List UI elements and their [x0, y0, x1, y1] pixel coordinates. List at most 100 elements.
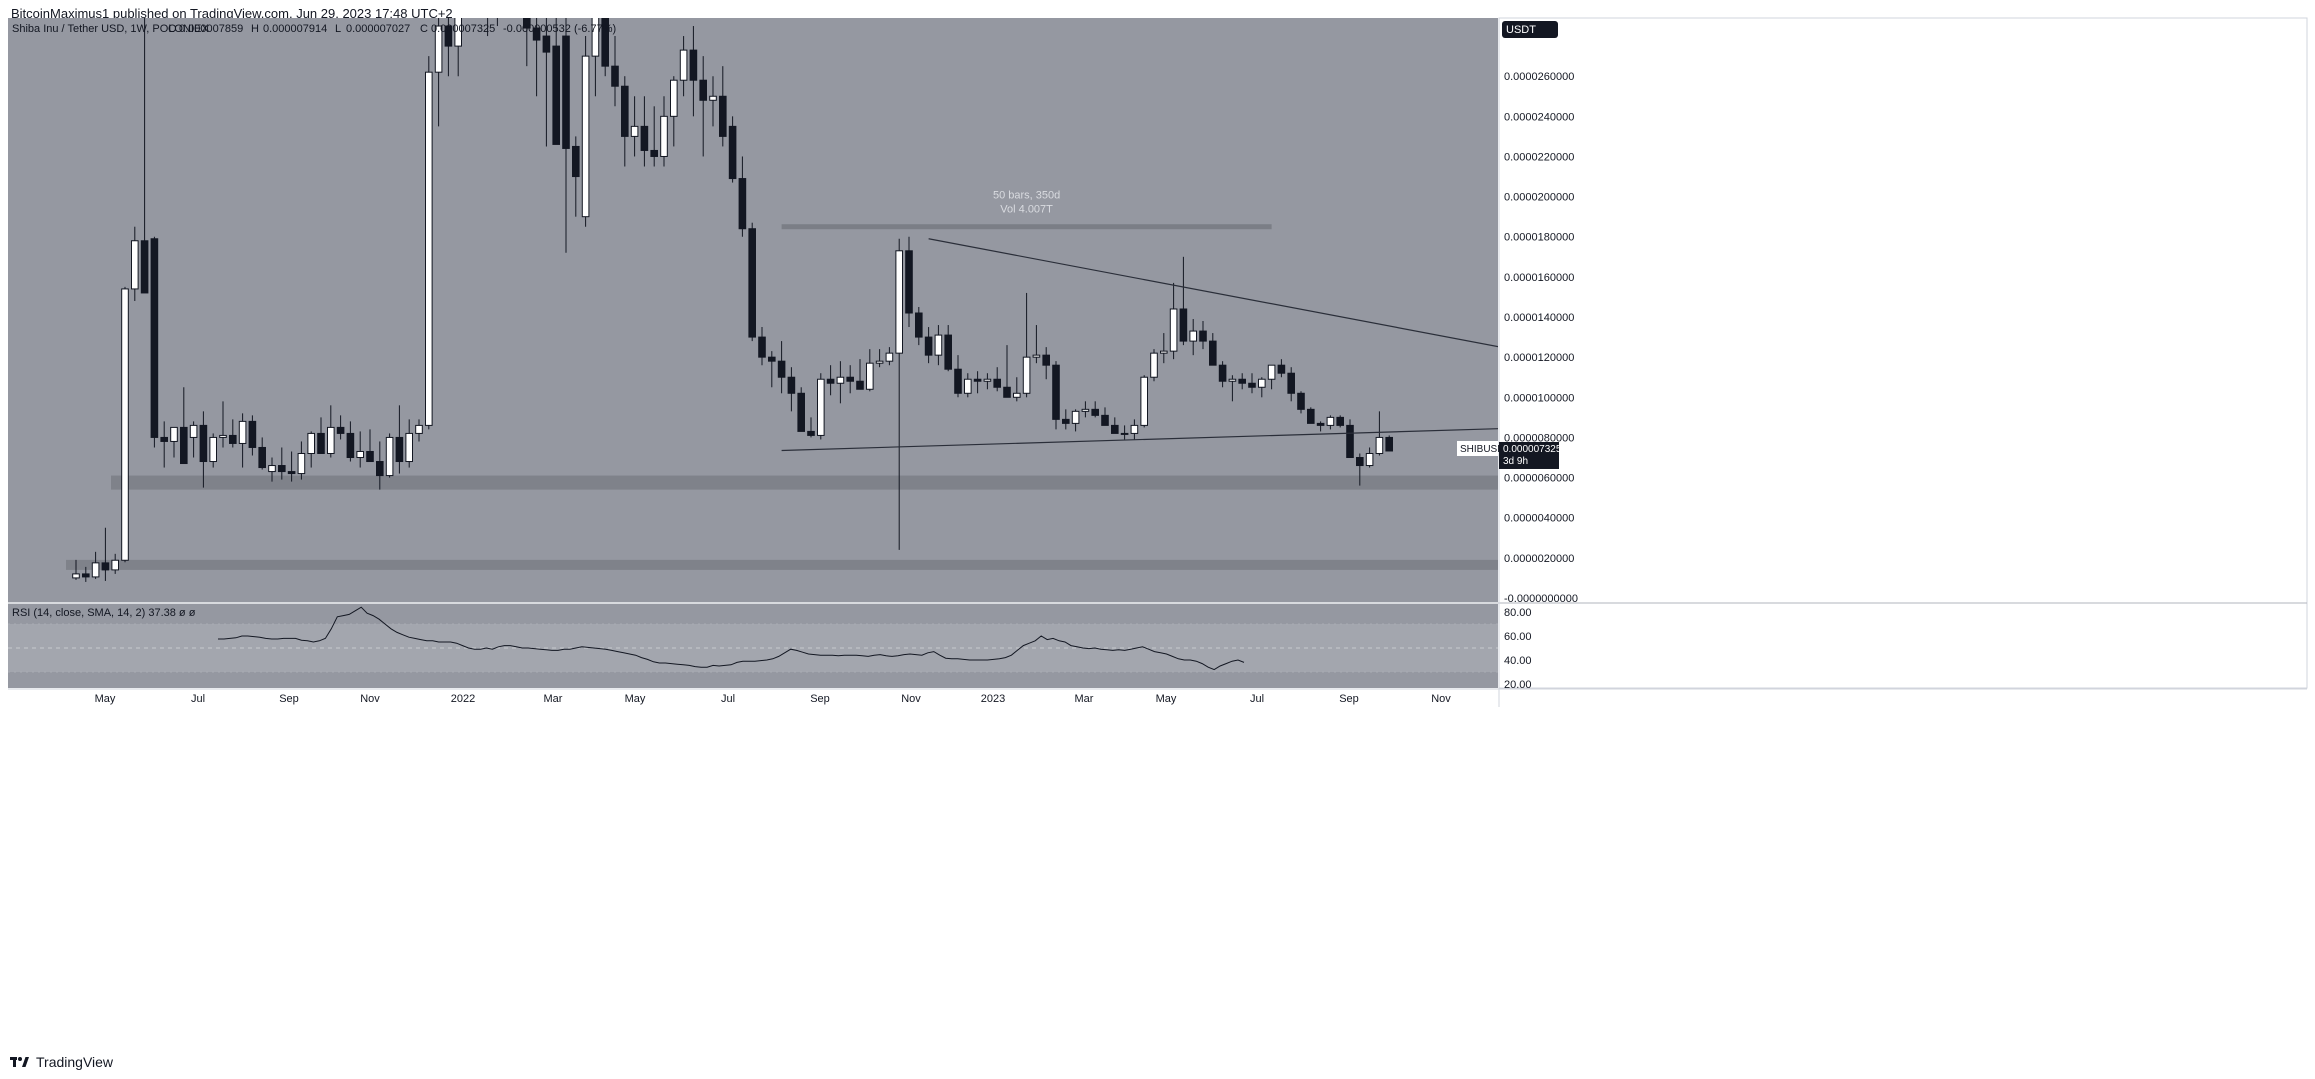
candle[interactable]: [1160, 333, 1168, 364]
candle[interactable]: [630, 96, 639, 157]
candle[interactable]: [258, 437, 266, 470]
candle[interactable]: [719, 66, 727, 147]
candle[interactable]: [924, 327, 933, 364]
candle[interactable]: [307, 431, 315, 468]
candle[interactable]: [523, 0, 531, 67]
candle[interactable]: [650, 106, 659, 167]
candle[interactable]: [1385, 435, 1394, 452]
candle[interactable]: [552, 16, 561, 145]
candle[interactable]: [885, 347, 894, 366]
candle[interactable]: [1081, 401, 1090, 418]
candle[interactable]: [170, 426, 178, 458]
candle[interactable]: [356, 431, 364, 468]
candle[interactable]: [1199, 321, 1207, 350]
candle[interactable]: [1316, 421, 1325, 432]
candle[interactable]: [317, 417, 325, 454]
candle[interactable]: [1356, 453, 1364, 486]
candle[interactable]: [748, 222, 757, 342]
candle[interactable]: [1189, 319, 1198, 356]
candle[interactable]: [415, 419, 423, 442]
candle[interactable]: [572, 136, 580, 217]
candle[interactable]: [670, 76, 678, 147]
candle[interactable]: [82, 566, 90, 582]
candle[interactable]: [180, 387, 188, 465]
candle[interactable]: [983, 373, 992, 390]
candle[interactable]: [542, 0, 551, 147]
candle[interactable]: [504, 0, 511, 16]
candle[interactable]: [964, 373, 972, 398]
candle[interactable]: [1120, 425, 1129, 440]
candle[interactable]: [434, 16, 443, 127]
candle[interactable]: [1179, 256, 1188, 346]
candle[interactable]: [1228, 375, 1237, 402]
candle[interactable]: [1375, 411, 1384, 456]
candle[interactable]: [101, 527, 110, 581]
candle[interactable]: [973, 371, 982, 394]
candle[interactable]: [777, 341, 786, 394]
candle[interactable]: [1022, 292, 1031, 398]
candle[interactable]: [121, 286, 129, 563]
candle[interactable]: [1209, 333, 1217, 366]
candle[interactable]: [846, 365, 855, 394]
candle[interactable]: [268, 457, 276, 482]
candle[interactable]: [287, 451, 296, 482]
candle[interactable]: [660, 96, 668, 167]
candle[interactable]: [395, 405, 404, 474]
candle[interactable]: [1150, 349, 1158, 382]
candle[interactable]: [807, 417, 815, 438]
candle[interactable]: [229, 419, 237, 448]
candle[interactable]: [444, 0, 453, 77]
candle[interactable]: [944, 325, 953, 372]
candle[interactable]: [1042, 347, 1051, 380]
candle[interactable]: [1091, 401, 1100, 418]
candle[interactable]: [475, 0, 482, 16]
candle[interactable]: [72, 559, 80, 580]
candle[interactable]: [248, 415, 257, 456]
candle[interactable]: [327, 405, 335, 458]
candle[interactable]: [454, 0, 462, 77]
candle[interactable]: [189, 421, 198, 458]
candle[interactable]: [219, 401, 227, 448]
rsi-line[interactable]: [218, 606, 1245, 671]
candle[interactable]: [1297, 391, 1305, 414]
candle[interactable]: [238, 413, 247, 468]
ascending-support-line[interactable]: [781, 424, 1639, 452]
candle[interactable]: [209, 433, 217, 468]
candle[interactable]: [140, 0, 149, 294]
candle[interactable]: [376, 441, 384, 490]
candle[interactable]: [1071, 409, 1080, 432]
candle[interactable]: [1307, 407, 1315, 424]
candle[interactable]: [562, 0, 570, 253]
price-axis[interactable]: [1498, 17, 2308, 689]
descending-resistance-line[interactable]: [928, 238, 1639, 373]
candle[interactable]: [866, 349, 874, 392]
candle[interactable]: [1277, 359, 1286, 378]
candle[interactable]: [160, 421, 168, 468]
candle[interactable]: [826, 365, 835, 396]
candle[interactable]: [689, 26, 698, 117]
candle[interactable]: [1032, 325, 1041, 364]
candle[interactable]: [1248, 373, 1256, 394]
candle[interactable]: [905, 236, 913, 328]
candle[interactable]: [611, 36, 619, 107]
candle[interactable]: [836, 361, 845, 404]
candle[interactable]: [1130, 419, 1139, 440]
candle[interactable]: [934, 325, 943, 366]
candle[interactable]: [954, 355, 962, 398]
last-price-tag[interactable]: [1499, 441, 1559, 469]
candle[interactable]: [1052, 361, 1060, 430]
candle[interactable]: [336, 415, 345, 440]
currency-label-box[interactable]: [1502, 21, 1558, 38]
candle[interactable]: [797, 387, 806, 432]
candle[interactable]: [131, 226, 139, 301]
candle[interactable]: [385, 433, 394, 478]
candle[interactable]: [532, 0, 541, 97]
candle[interactable]: [91, 551, 100, 579]
candle[interactable]: [640, 96, 649, 167]
candle[interactable]: [1258, 377, 1266, 398]
candle[interactable]: [1287, 367, 1296, 402]
candle[interactable]: [1111, 417, 1119, 434]
candle[interactable]: [787, 367, 796, 412]
candle[interactable]: [591, 6, 600, 97]
